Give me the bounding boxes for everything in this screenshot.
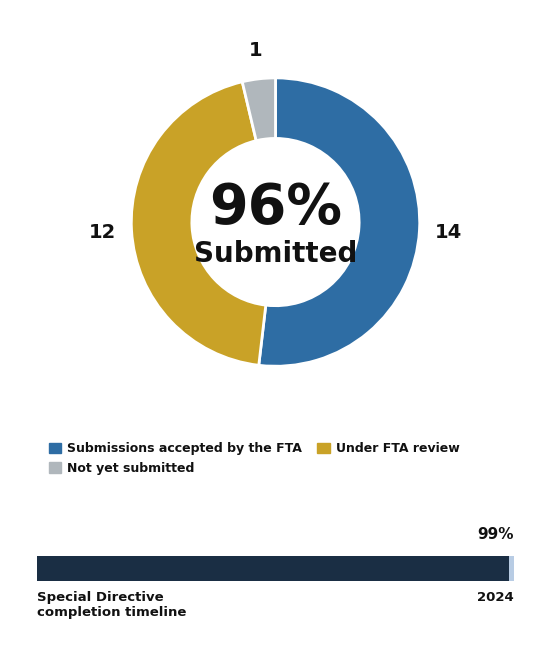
- Text: 99%: 99%: [477, 527, 514, 542]
- Wedge shape: [259, 78, 420, 366]
- Text: 96%: 96%: [209, 181, 342, 235]
- Text: 1: 1: [249, 41, 262, 60]
- Text: 14: 14: [435, 223, 462, 242]
- Text: Special Directive
completion timeline: Special Directive completion timeline: [37, 591, 187, 619]
- Wedge shape: [131, 82, 266, 365]
- Text: 12: 12: [89, 223, 116, 242]
- Text: 2024: 2024: [477, 591, 514, 604]
- Bar: [37, 556, 514, 581]
- Bar: [37, 556, 509, 581]
- Wedge shape: [242, 78, 276, 140]
- Legend: Submissions accepted by the FTA, Not yet submitted, Under FTA review: Submissions accepted by the FTA, Not yet…: [44, 437, 465, 480]
- Text: Submitted: Submitted: [194, 240, 357, 268]
